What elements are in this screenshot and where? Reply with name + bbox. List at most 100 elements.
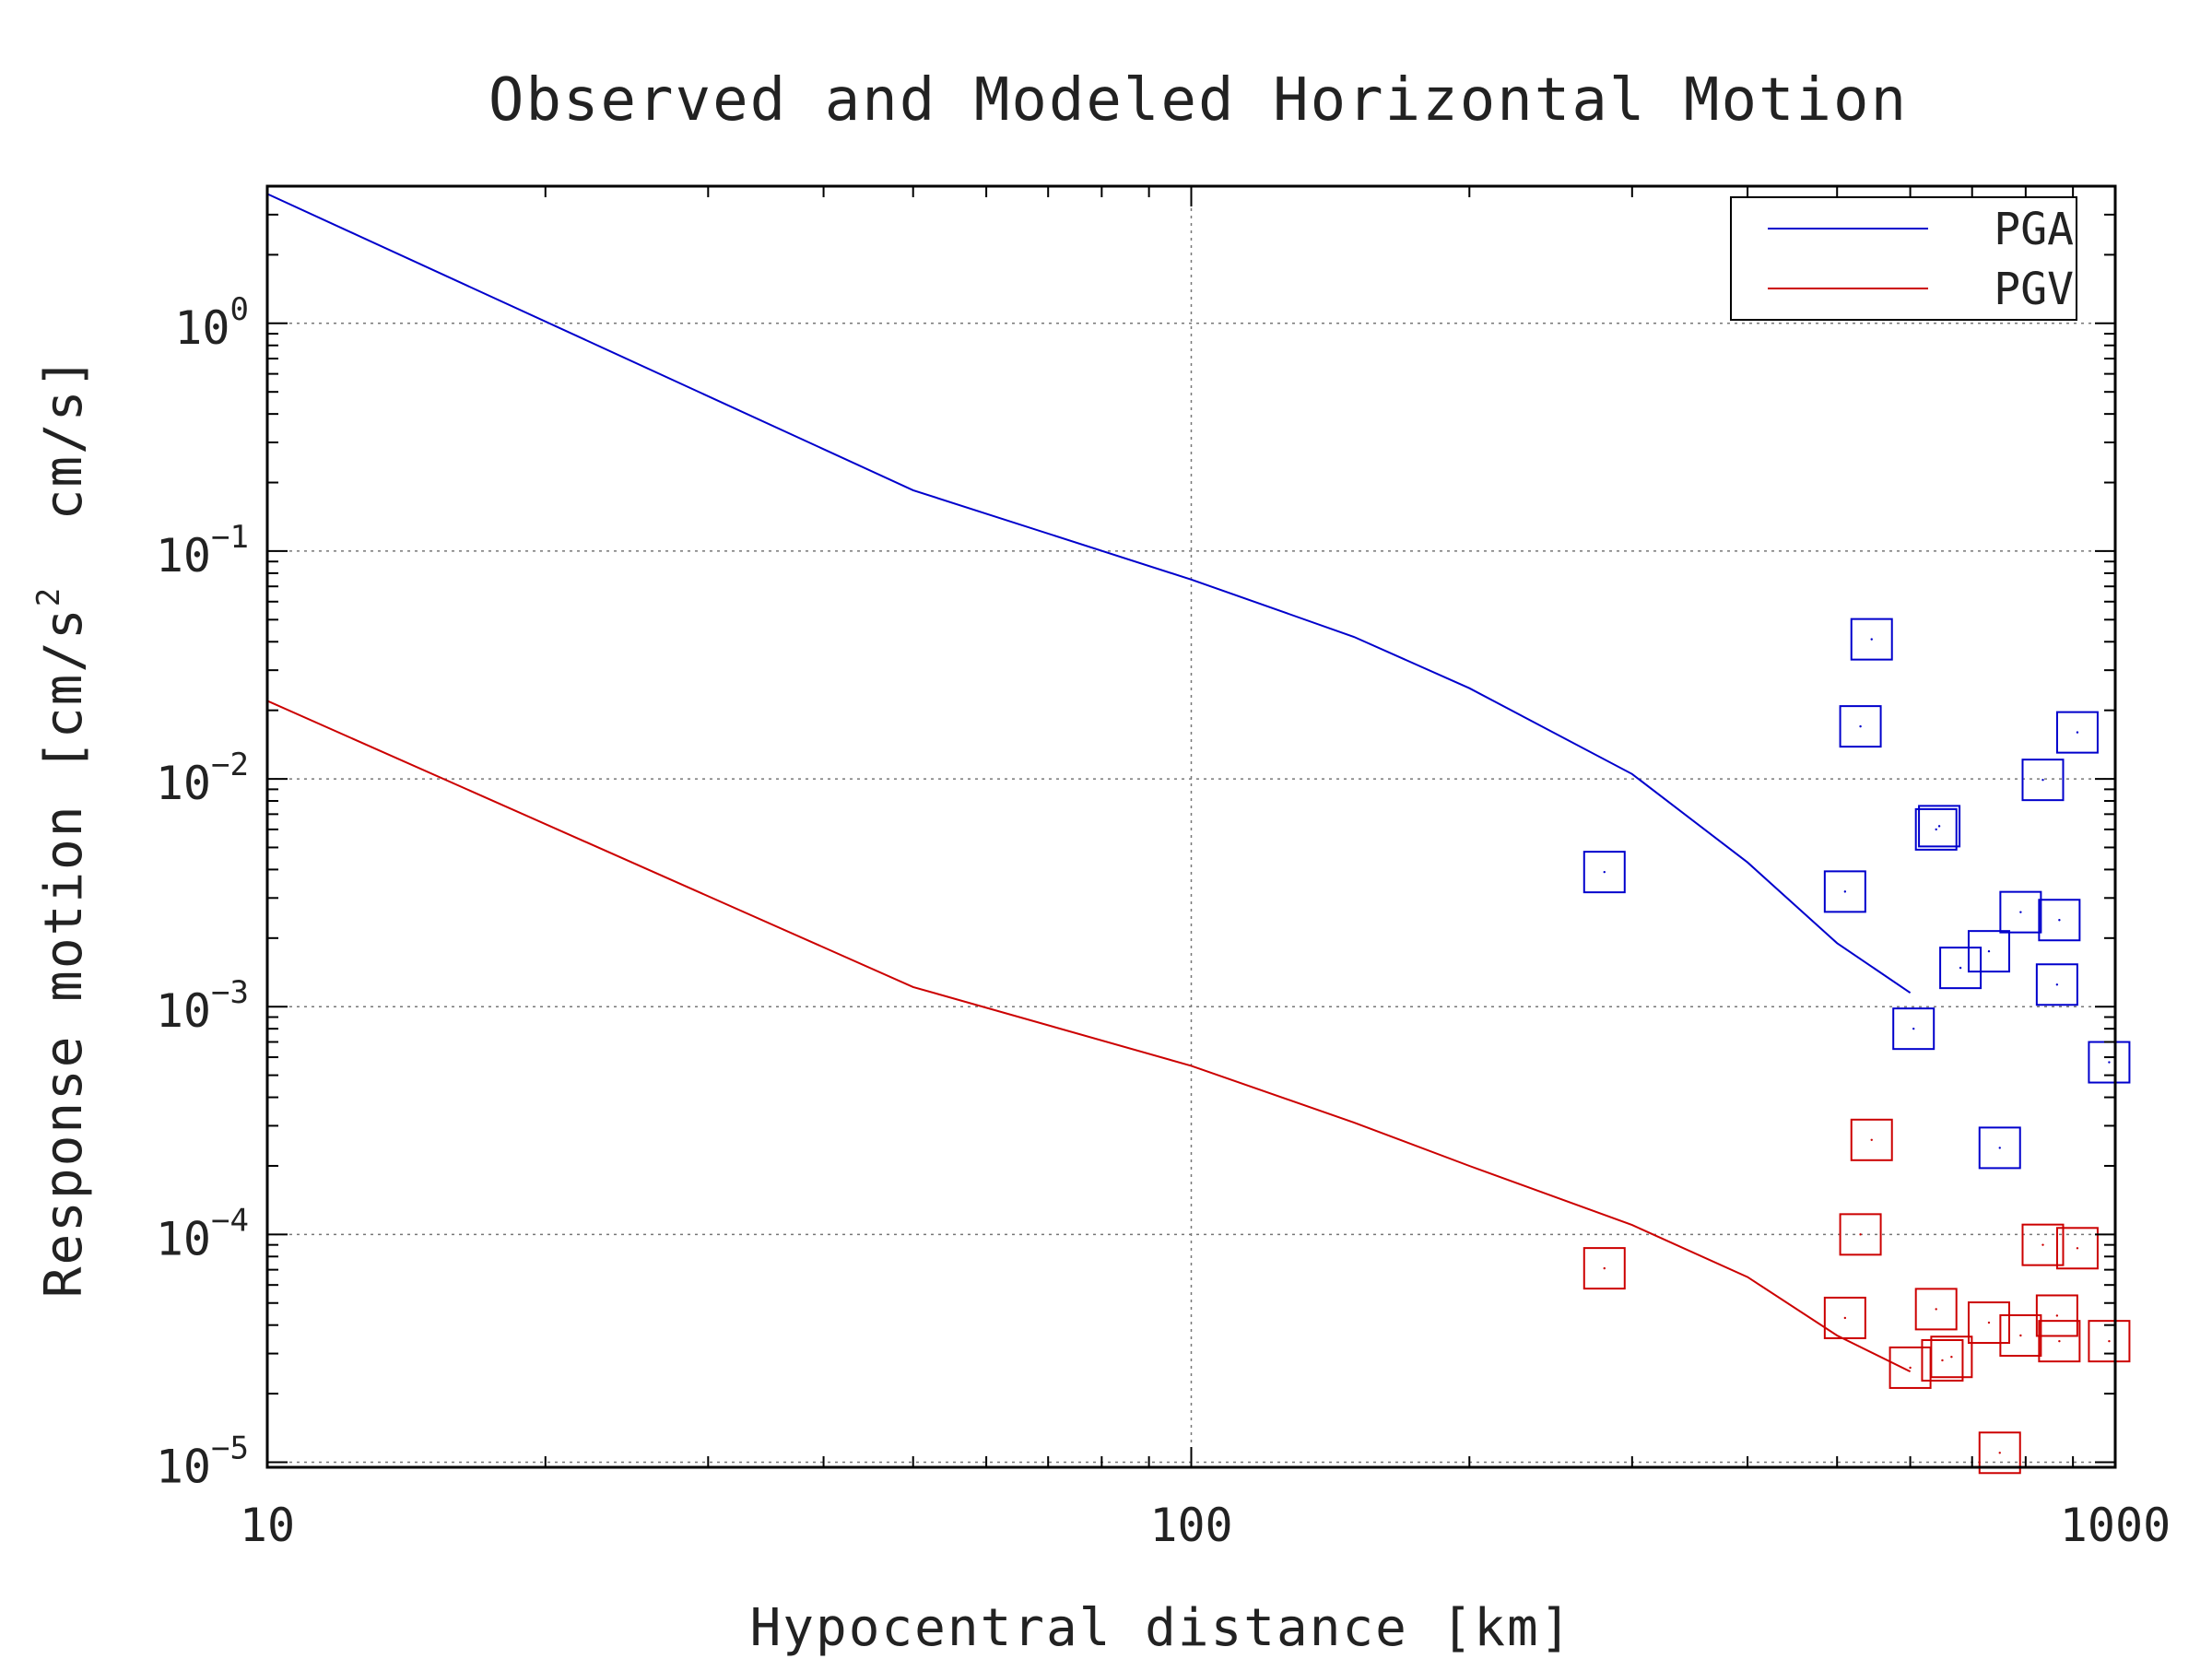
y-tick-label: 10−5: [156, 1430, 249, 1493]
observed-point-pgv: [1839, 1213, 1882, 1256]
y-tick-label: 10−3: [156, 974, 249, 1038]
observed-point-center-pga: [1843, 890, 1847, 893]
x-axis-label: Hypocentral distance [km]: [750, 1598, 1573, 1658]
observed-point-pga: [1850, 618, 1893, 661]
observed-point-center-pgv: [1859, 1233, 1862, 1236]
y-tick-label: 100: [174, 291, 249, 355]
observed-point-pga: [1999, 890, 2042, 934]
y-tick-label-base: 10: [156, 984, 211, 1038]
y-axis-label: Response motion [cm/s2 cm/s]: [30, 356, 94, 1299]
observed-point-center-pga: [2058, 919, 2061, 922]
observed-point-center-pga: [2076, 731, 2079, 734]
observed-point-center-pga: [2041, 778, 2044, 782]
series-group: [266, 193, 2131, 1475]
observed-point-center-pgv: [1950, 1356, 1953, 1359]
observed-point-pga: [1967, 930, 2010, 973]
observed-point-center-pgv: [1603, 1266, 1606, 1270]
y-tick-label-exponent: 0: [230, 291, 249, 328]
observed-point-pgv: [2038, 1320, 2081, 1363]
observed-point-pga: [1978, 1126, 2021, 1170]
observed-point-pgv: [1850, 1118, 1893, 1161]
observed-point-center-pgv: [2076, 1247, 2079, 1250]
observed-point-pga: [1823, 870, 1866, 913]
observed-point-center-pgv: [1870, 1138, 1873, 1141]
observed-point-pga: [1583, 851, 1626, 894]
model-line-pga: [266, 193, 1912, 994]
observed-point-pgv: [1930, 1335, 1973, 1379]
y-tick-label-exponent: −3: [211, 974, 249, 1011]
observed-point-center-pga: [1912, 1027, 1915, 1030]
y-tick-label: 10−4: [156, 1202, 249, 1265]
legend: PGA PGV: [1730, 196, 2077, 321]
observed-point-center-pga: [2108, 1061, 2111, 1064]
grid: [267, 186, 2115, 1467]
observed-point-pgv: [1823, 1296, 1866, 1339]
x-axis-tick-labels: 10 100 1000: [240, 1499, 2171, 1552]
y-tick-label: 10−2: [156, 747, 249, 810]
observed-point-center-pgv: [2058, 1339, 2061, 1343]
observed-point-pga: [2035, 963, 2078, 1006]
observed-point-pga: [1839, 705, 1882, 748]
y-tick-label-base: 10: [156, 1440, 211, 1493]
observed-point-center-pgv: [1998, 1452, 2001, 1454]
observed-point-center-pga: [1959, 966, 1962, 970]
observed-point-pga: [2055, 711, 2099, 754]
observed-point-center-pgv: [2019, 1334, 2022, 1337]
observed-point-center-pgv: [2055, 1314, 2059, 1317]
observed-point-center-pga: [1859, 724, 1862, 728]
observed-point-pga: [2021, 759, 2065, 802]
observed-point-center-pga: [1603, 870, 1606, 874]
observed-point-pgv: [1921, 1338, 1964, 1382]
observed-point-center-pga: [2055, 983, 2059, 986]
observed-point-center-pga: [1937, 825, 1941, 828]
chart-title: Observed and Modeled Horizontal Motion: [488, 66, 1908, 135]
observed-point-center-pgv: [2041, 1243, 2044, 1246]
observed-point-center-pgv: [1987, 1321, 1991, 1324]
observed-point-center-pga: [1998, 1147, 2001, 1149]
y-tick-label-base: 10: [156, 1212, 211, 1265]
observed-point-pgv: [2088, 1320, 2131, 1363]
legend-label-pgv: PGV: [1994, 264, 2074, 315]
observed-point-pgv: [1967, 1301, 2010, 1345]
y-tick-label: 10−1: [156, 519, 249, 582]
legend-box: [1730, 196, 2077, 321]
observed-point-pgv: [2035, 1294, 2078, 1337]
y-axis-label-main: Response motion [cm/s: [34, 606, 94, 1298]
y-tick-label-exponent: −5: [211, 1430, 249, 1466]
observed-point-pga: [1918, 805, 1961, 848]
observed-point-center-pgv: [1941, 1359, 1944, 1362]
observed-point-center-pgv: [1843, 1316, 1847, 1320]
observed-point-center-pgv: [1909, 1366, 1912, 1370]
observed-point-center-pga: [1935, 828, 1937, 831]
observed-point-center-pga: [1870, 638, 1873, 641]
y-axis-label-tail: cm/s]: [34, 356, 94, 586]
observed-point-pgv: [1978, 1431, 2021, 1475]
observed-point-pga: [2038, 899, 2081, 942]
y-tick-label-exponent: −2: [211, 747, 249, 783]
y-tick-label-exponent: −4: [211, 1202, 249, 1239]
plot-frame: [265, 184, 2117, 1469]
x-tick-label: 10: [240, 1499, 295, 1552]
y-tick-label-base: 10: [156, 757, 211, 810]
observed-point-center-pga: [2019, 911, 2022, 913]
observed-point-center-pgv: [1935, 1308, 1937, 1311]
observed-point-pgv: [2055, 1227, 2099, 1270]
observed-point-pgv: [1583, 1247, 1626, 1290]
y-axis-label-superscript: 2: [30, 586, 67, 606]
observed-point-center-pga: [1987, 949, 1991, 953]
x-tick-label: 100: [1149, 1499, 1232, 1552]
observed-point-center-pgv: [2108, 1339, 2111, 1343]
observed-point-pga: [1914, 807, 1958, 851]
y-tick-label-base: 10: [174, 301, 229, 355]
y-tick-label-base: 10: [156, 529, 211, 582]
y-tick-label-exponent: −1: [211, 519, 249, 556]
observed-point-pgv: [1914, 1288, 1958, 1331]
legend-label-pga: PGA: [1994, 204, 2074, 255]
observed-point-pga: [1892, 1007, 1936, 1051]
x-tick-label: 1000: [2060, 1499, 2171, 1552]
observed-point-pgv: [2021, 1223, 2065, 1266]
observed-point-pga: [1939, 947, 1983, 990]
model-line-pgv: [266, 700, 1912, 1372]
